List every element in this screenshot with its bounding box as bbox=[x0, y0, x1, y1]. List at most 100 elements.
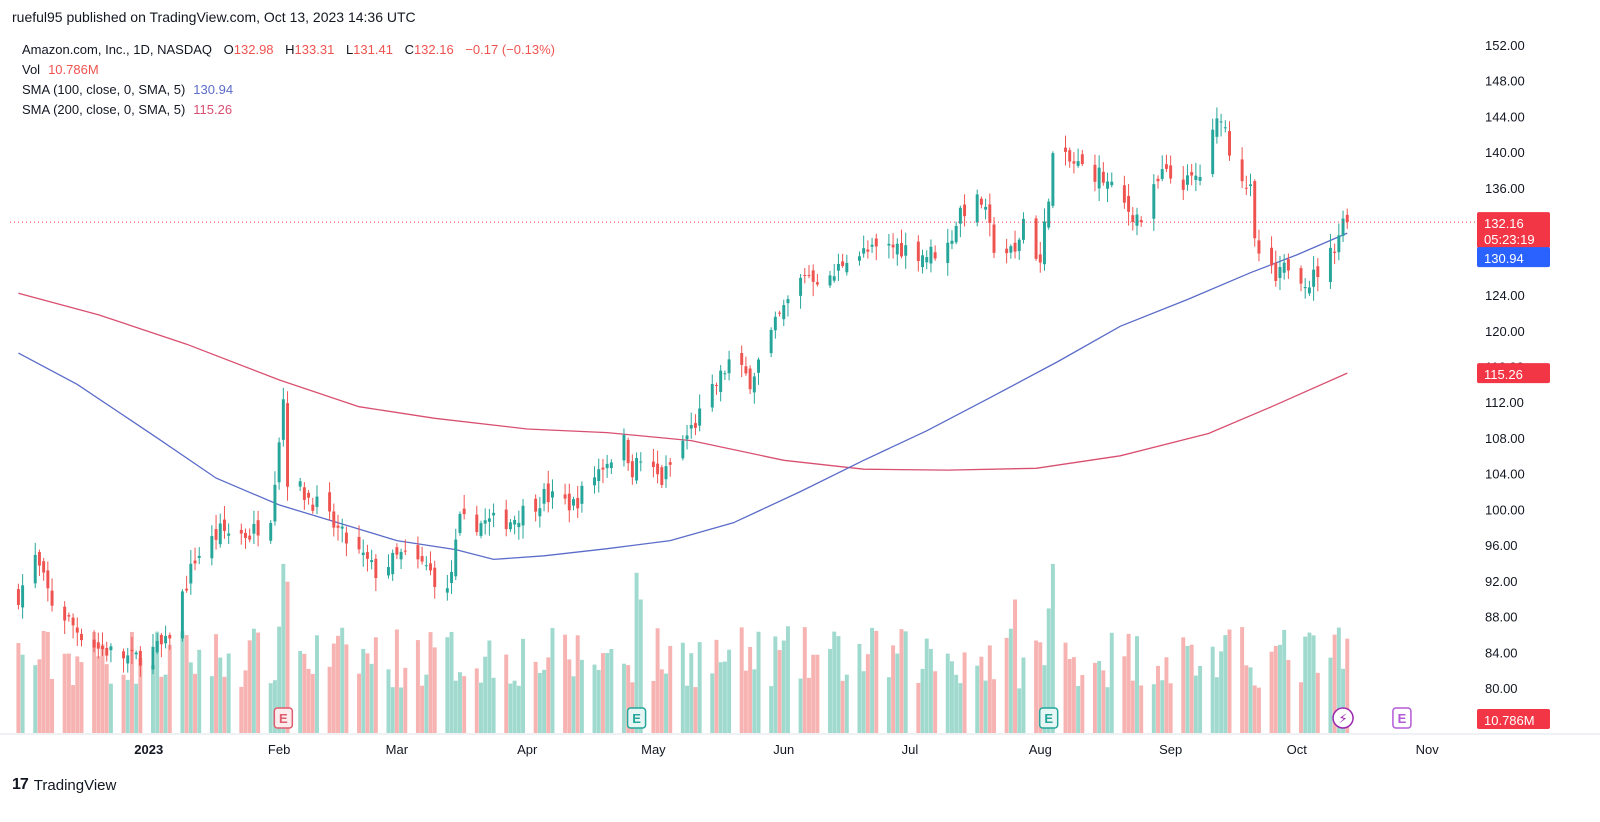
volume-bar bbox=[180, 631, 185, 733]
earnings-marker[interactable] bbox=[1392, 707, 1412, 729]
candle-body bbox=[862, 248, 866, 254]
volume-bar bbox=[659, 669, 664, 733]
sma200-label: SMA (200, close, 0, SMA, 5) bbox=[22, 102, 186, 117]
candle-body bbox=[479, 523, 483, 536]
candle-body bbox=[1156, 178, 1160, 182]
volume-bar bbox=[33, 665, 38, 733]
volume-bar bbox=[298, 650, 303, 733]
candle-body bbox=[277, 442, 281, 483]
candle-body bbox=[424, 565, 428, 567]
event-marker[interactable] bbox=[1332, 707, 1354, 729]
candle-body bbox=[832, 276, 836, 281]
volume-bar bbox=[891, 645, 896, 733]
volume-bar bbox=[197, 649, 202, 733]
volume-bar bbox=[685, 685, 690, 733]
tradingview-branding[interactable]: 17 TradingView bbox=[12, 776, 116, 794]
time-axis-label: Jul bbox=[902, 742, 919, 757]
candle-body bbox=[979, 198, 983, 205]
volume-bar bbox=[121, 674, 126, 733]
earnings-marker[interactable] bbox=[626, 707, 647, 729]
sma200-row[interactable]: SMA (200, close, 0, SMA, 5) 115.26 bbox=[22, 100, 555, 120]
sma200-line bbox=[18, 292, 1348, 471]
candle-body bbox=[1072, 161, 1076, 164]
candle-body bbox=[870, 244, 874, 247]
candle-body bbox=[214, 529, 218, 540]
candle-body bbox=[399, 551, 403, 560]
volume-bar bbox=[399, 687, 404, 733]
volume-bar bbox=[1198, 665, 1203, 733]
candle-body bbox=[782, 305, 786, 320]
volume-bar bbox=[1189, 644, 1194, 733]
candle-body bbox=[248, 535, 252, 540]
volume-bar bbox=[100, 644, 105, 733]
volume-bar bbox=[239, 686, 244, 733]
candle-body bbox=[601, 467, 605, 470]
volume-bar bbox=[79, 662, 84, 733]
candle-body bbox=[71, 617, 75, 626]
candle-body bbox=[946, 242, 950, 263]
candle-body bbox=[563, 494, 567, 499]
candle-body bbox=[786, 299, 790, 304]
sma100-row[interactable]: SMA (100, close, 0, SMA, 5) 130.94 bbox=[22, 80, 555, 100]
candle-body bbox=[281, 399, 285, 440]
volume-bar bbox=[916, 682, 921, 733]
candle-body bbox=[723, 373, 727, 375]
candle-body bbox=[197, 555, 201, 558]
volume-bar bbox=[1227, 629, 1232, 733]
candle-body bbox=[1223, 127, 1227, 129]
candle-body bbox=[710, 384, 714, 408]
candle-body bbox=[1274, 262, 1278, 281]
candle-body bbox=[1328, 247, 1332, 283]
candle-body bbox=[593, 477, 596, 486]
volume-bar bbox=[315, 635, 319, 733]
candle-body bbox=[988, 204, 992, 223]
volume-bar bbox=[979, 656, 984, 733]
volume-bar bbox=[722, 661, 727, 733]
volume-bar bbox=[386, 669, 391, 733]
volume-bar bbox=[474, 668, 479, 733]
candle-body bbox=[1282, 262, 1286, 273]
earnings-marker[interactable] bbox=[1038, 707, 1059, 729]
earnings-marker[interactable] bbox=[273, 707, 294, 729]
symbol-name[interactable]: Amazon.com, Inc., 1D, NASDAQ bbox=[22, 42, 213, 57]
volume-bar bbox=[1017, 688, 1022, 733]
volume-bar bbox=[62, 653, 67, 733]
volume-bar bbox=[487, 640, 492, 733]
volume-bar bbox=[432, 647, 437, 733]
candle-body bbox=[336, 525, 340, 528]
volume-bar bbox=[457, 672, 462, 733]
volume-bar bbox=[226, 653, 231, 733]
candle-body bbox=[1345, 214, 1349, 223]
candle-body bbox=[269, 522, 273, 541]
candle-body bbox=[332, 511, 336, 528]
volume-bar bbox=[815, 654, 820, 733]
candle-body bbox=[1097, 167, 1101, 189]
volume-bar bbox=[1269, 651, 1274, 733]
volume-bar bbox=[962, 652, 967, 733]
volume-bar bbox=[138, 658, 143, 733]
volume-bar bbox=[605, 652, 610, 733]
volume-bar bbox=[1021, 657, 1026, 733]
volume-bar bbox=[37, 659, 42, 733]
volume-value-tag-text: 10.786M bbox=[1484, 713, 1535, 728]
volume-bar bbox=[836, 636, 841, 733]
volume-bar bbox=[987, 645, 992, 733]
volume-bar bbox=[1042, 665, 1047, 733]
volume-bar bbox=[167, 644, 172, 733]
volume-bar bbox=[369, 663, 374, 733]
volume-row[interactable]: Vol 10.786M bbox=[22, 60, 555, 80]
open-value: 132.98 bbox=[233, 42, 274, 57]
volume-bar bbox=[1307, 632, 1312, 733]
candle-body bbox=[155, 640, 159, 653]
candle-body bbox=[454, 539, 458, 577]
volume-bar bbox=[1067, 659, 1072, 733]
close-value: 132.16 bbox=[413, 42, 454, 57]
volume-bar bbox=[1332, 634, 1337, 733]
volume-bar bbox=[886, 677, 891, 733]
volume-bar bbox=[1303, 636, 1308, 733]
volume-bar bbox=[1185, 645, 1190, 733]
volume-bar bbox=[243, 670, 248, 733]
volume-bar bbox=[861, 671, 866, 733]
time-axis-label: 2023 bbox=[134, 742, 163, 757]
